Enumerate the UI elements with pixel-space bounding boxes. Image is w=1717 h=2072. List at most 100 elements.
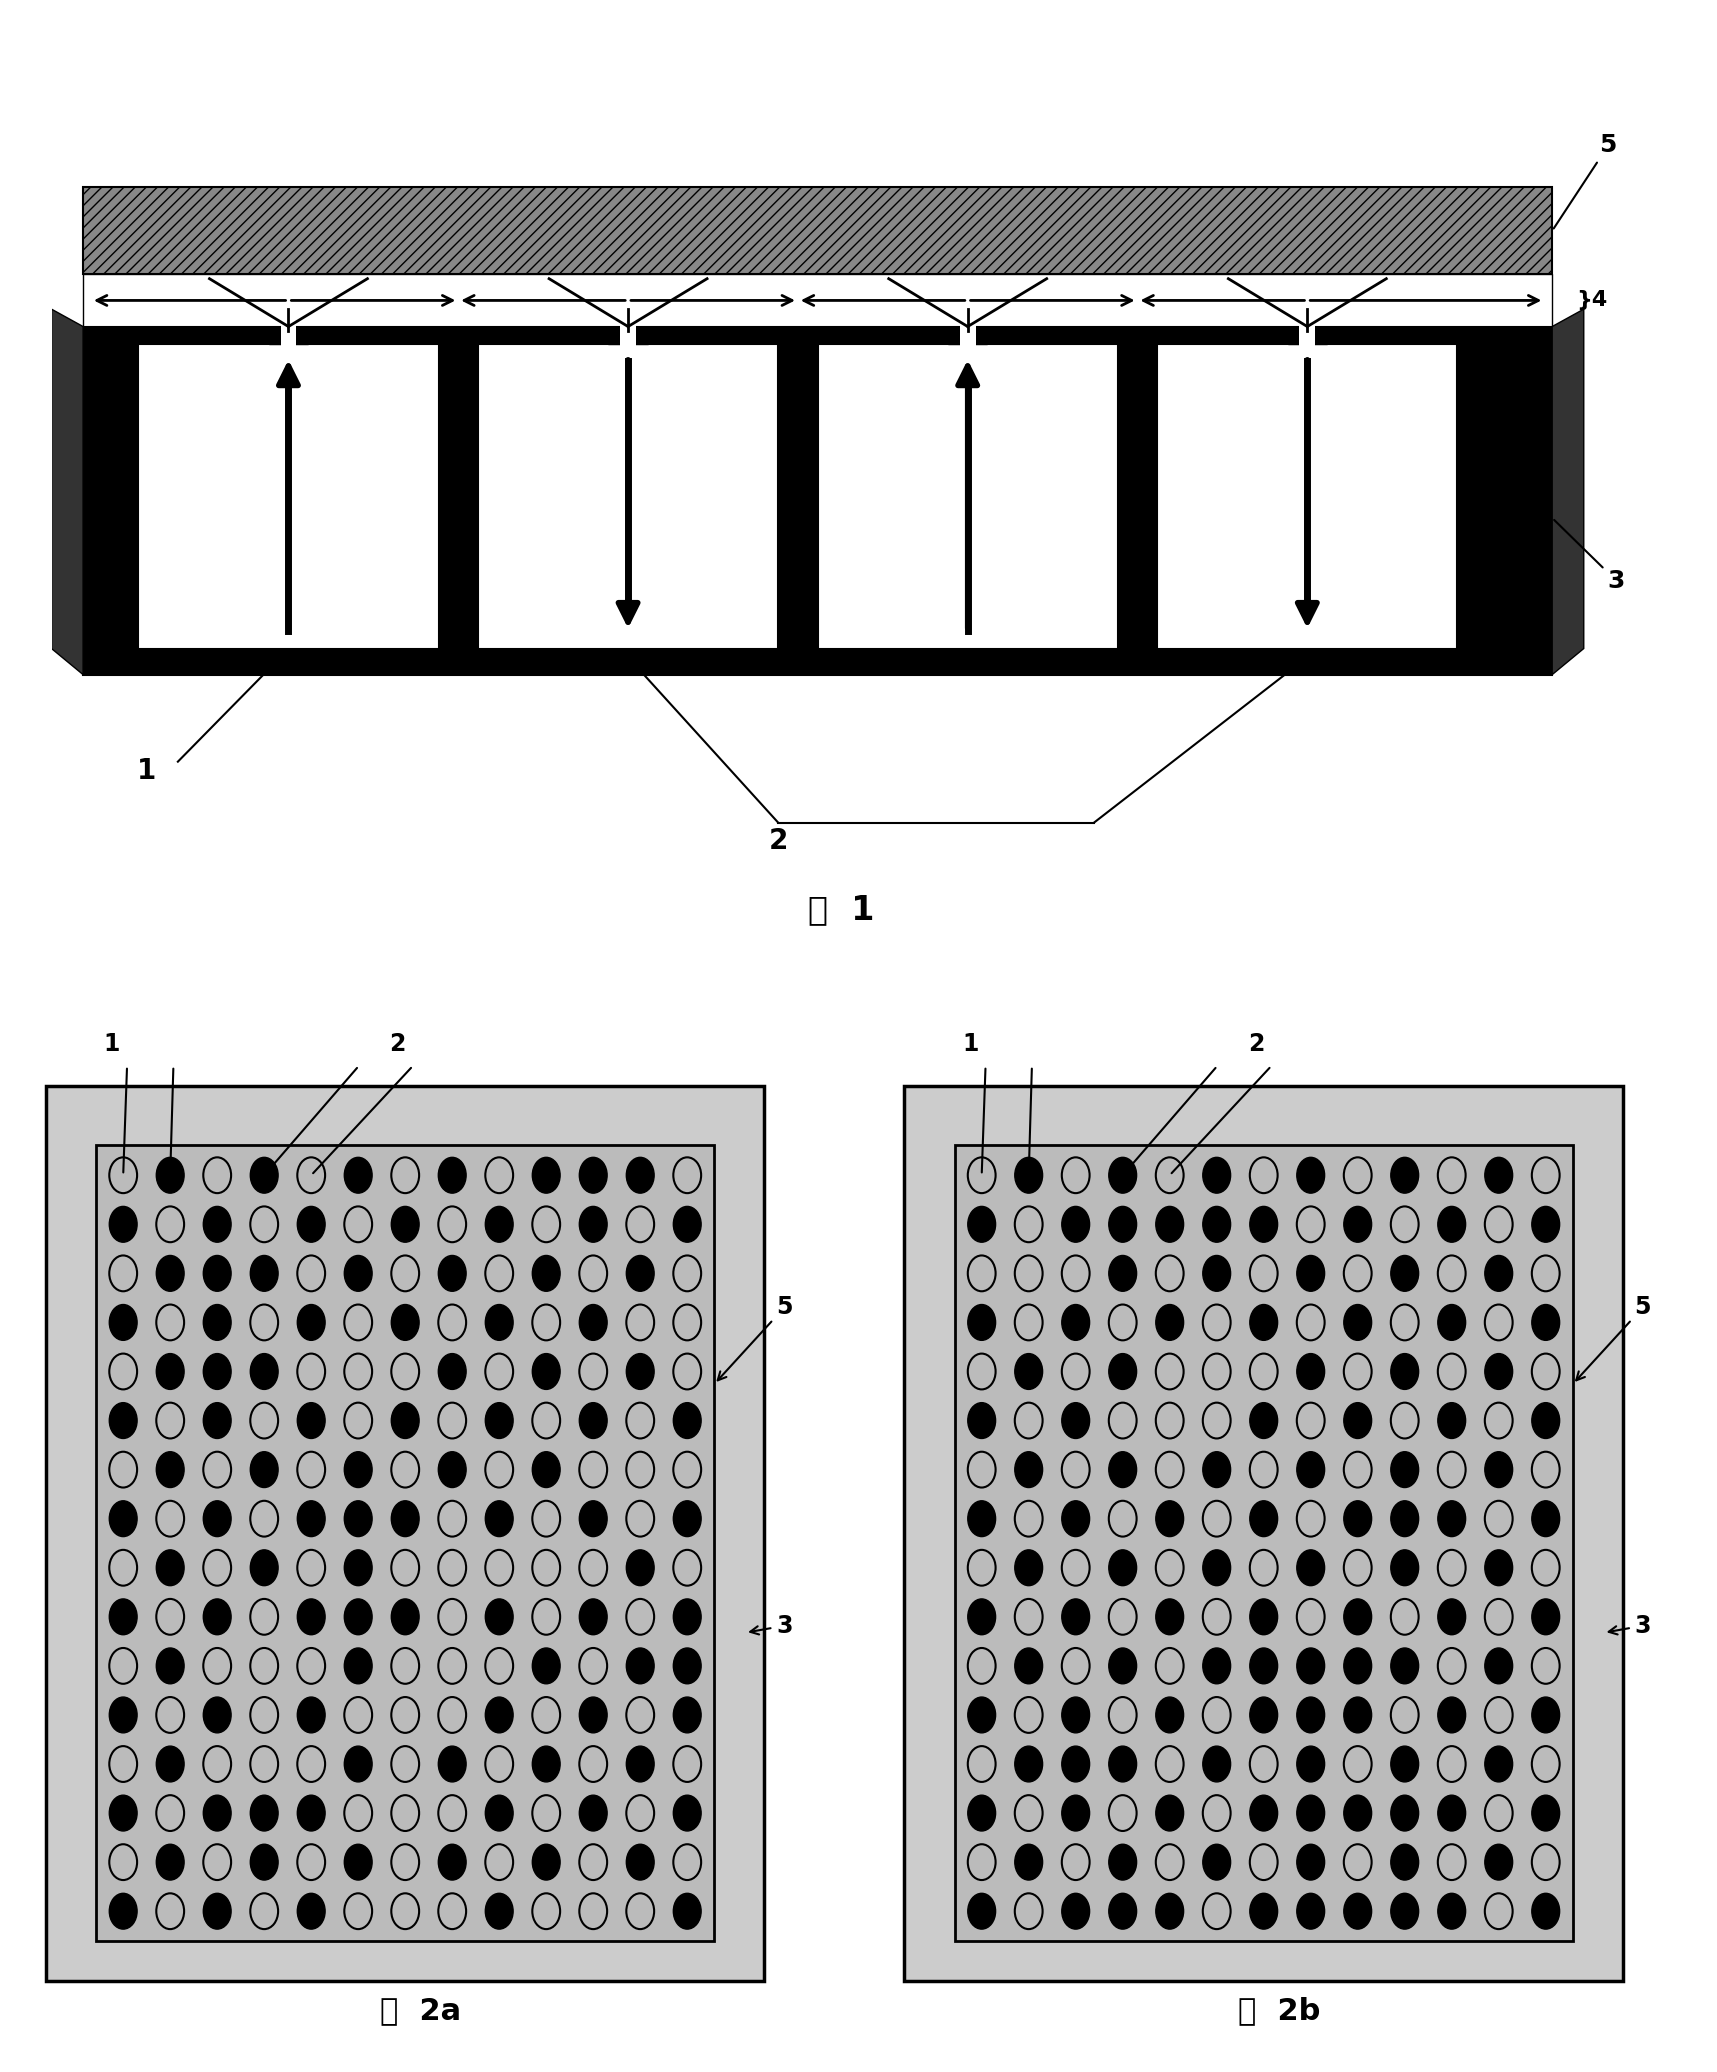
Circle shape	[1156, 1894, 1183, 1929]
Circle shape	[1532, 1206, 1559, 1243]
Circle shape	[627, 1256, 654, 1291]
Circle shape	[110, 1500, 137, 1537]
Circle shape	[1061, 1600, 1090, 1635]
Circle shape	[297, 1206, 325, 1243]
Circle shape	[251, 1256, 278, 1291]
Circle shape	[1437, 1403, 1466, 1438]
Circle shape	[1250, 1894, 1277, 1929]
Circle shape	[1344, 1647, 1372, 1685]
Circle shape	[297, 1697, 325, 1732]
Circle shape	[1485, 1844, 1513, 1879]
Circle shape	[345, 1158, 373, 1193]
Circle shape	[1204, 1844, 1231, 1879]
Circle shape	[579, 1500, 608, 1537]
Circle shape	[1532, 1500, 1559, 1537]
Text: 图  2a: 图 2a	[379, 1997, 462, 2026]
Circle shape	[1156, 1794, 1183, 1832]
Circle shape	[203, 1600, 232, 1635]
Circle shape	[297, 1794, 325, 1832]
Circle shape	[1344, 1403, 1372, 1438]
Circle shape	[110, 1697, 137, 1732]
Circle shape	[1015, 1747, 1042, 1782]
Circle shape	[1485, 1158, 1513, 1193]
Bar	[955, 1146, 1573, 1941]
Text: 5: 5	[1554, 133, 1617, 228]
Circle shape	[345, 1256, 373, 1291]
Circle shape	[627, 1550, 654, 1585]
Circle shape	[110, 1794, 137, 1832]
Circle shape	[627, 1647, 654, 1685]
Circle shape	[391, 1206, 419, 1243]
Circle shape	[1344, 1500, 1372, 1537]
Bar	[1300, 321, 1315, 348]
Circle shape	[251, 1794, 278, 1832]
Circle shape	[345, 1647, 373, 1685]
Circle shape	[203, 1894, 232, 1929]
Circle shape	[1250, 1206, 1277, 1243]
Circle shape	[438, 1844, 465, 1879]
Circle shape	[1437, 1500, 1466, 1537]
Text: 5: 5	[1576, 1295, 1652, 1380]
Circle shape	[486, 1305, 513, 1341]
Circle shape	[1485, 1550, 1513, 1585]
Circle shape	[1532, 1600, 1559, 1635]
Circle shape	[297, 1403, 325, 1438]
Circle shape	[110, 1305, 137, 1341]
Text: 5: 5	[718, 1295, 793, 1380]
Circle shape	[1109, 1647, 1137, 1685]
Circle shape	[1250, 1794, 1277, 1832]
Circle shape	[1204, 1206, 1231, 1243]
Circle shape	[1109, 1206, 1137, 1243]
Circle shape	[1015, 1844, 1042, 1879]
Circle shape	[1156, 1206, 1183, 1243]
Circle shape	[156, 1452, 184, 1488]
Circle shape	[579, 1206, 608, 1243]
Circle shape	[156, 1844, 184, 1879]
Circle shape	[1296, 1353, 1324, 1390]
Circle shape	[156, 1647, 184, 1685]
Circle shape	[156, 1158, 184, 1193]
Circle shape	[1250, 1697, 1277, 1732]
Circle shape	[203, 1353, 232, 1390]
Circle shape	[532, 1844, 560, 1879]
Circle shape	[1250, 1647, 1277, 1685]
Bar	[96, 1146, 714, 1941]
Circle shape	[673, 1500, 701, 1537]
Polygon shape	[52, 309, 82, 675]
Circle shape	[203, 1206, 232, 1243]
Circle shape	[532, 1158, 560, 1193]
Circle shape	[203, 1256, 232, 1291]
Bar	[477, 344, 778, 649]
Circle shape	[1391, 1794, 1418, 1832]
Circle shape	[627, 1158, 654, 1193]
Circle shape	[532, 1647, 560, 1685]
Circle shape	[1344, 1305, 1372, 1341]
Circle shape	[1391, 1647, 1418, 1685]
Bar	[82, 327, 1552, 675]
Circle shape	[251, 1550, 278, 1585]
Circle shape	[1296, 1844, 1324, 1879]
Circle shape	[1061, 1305, 1090, 1341]
Circle shape	[673, 1894, 701, 1929]
Circle shape	[1391, 1550, 1418, 1585]
Circle shape	[391, 1500, 419, 1537]
Circle shape	[968, 1305, 996, 1341]
Bar	[139, 344, 438, 649]
Circle shape	[438, 1747, 465, 1782]
Circle shape	[297, 1894, 325, 1929]
Bar	[948, 327, 987, 344]
Circle shape	[1391, 1353, 1418, 1390]
Bar	[817, 344, 1118, 649]
Text: 2: 2	[769, 827, 788, 854]
Circle shape	[532, 1353, 560, 1390]
Circle shape	[1437, 1600, 1466, 1635]
Circle shape	[486, 1206, 513, 1243]
Circle shape	[1109, 1256, 1137, 1291]
Text: 2: 2	[1248, 1032, 1264, 1057]
Circle shape	[673, 1647, 701, 1685]
Circle shape	[1250, 1305, 1277, 1341]
Circle shape	[438, 1256, 465, 1291]
Circle shape	[579, 1158, 608, 1193]
Circle shape	[1485, 1647, 1513, 1685]
Circle shape	[1109, 1158, 1137, 1193]
